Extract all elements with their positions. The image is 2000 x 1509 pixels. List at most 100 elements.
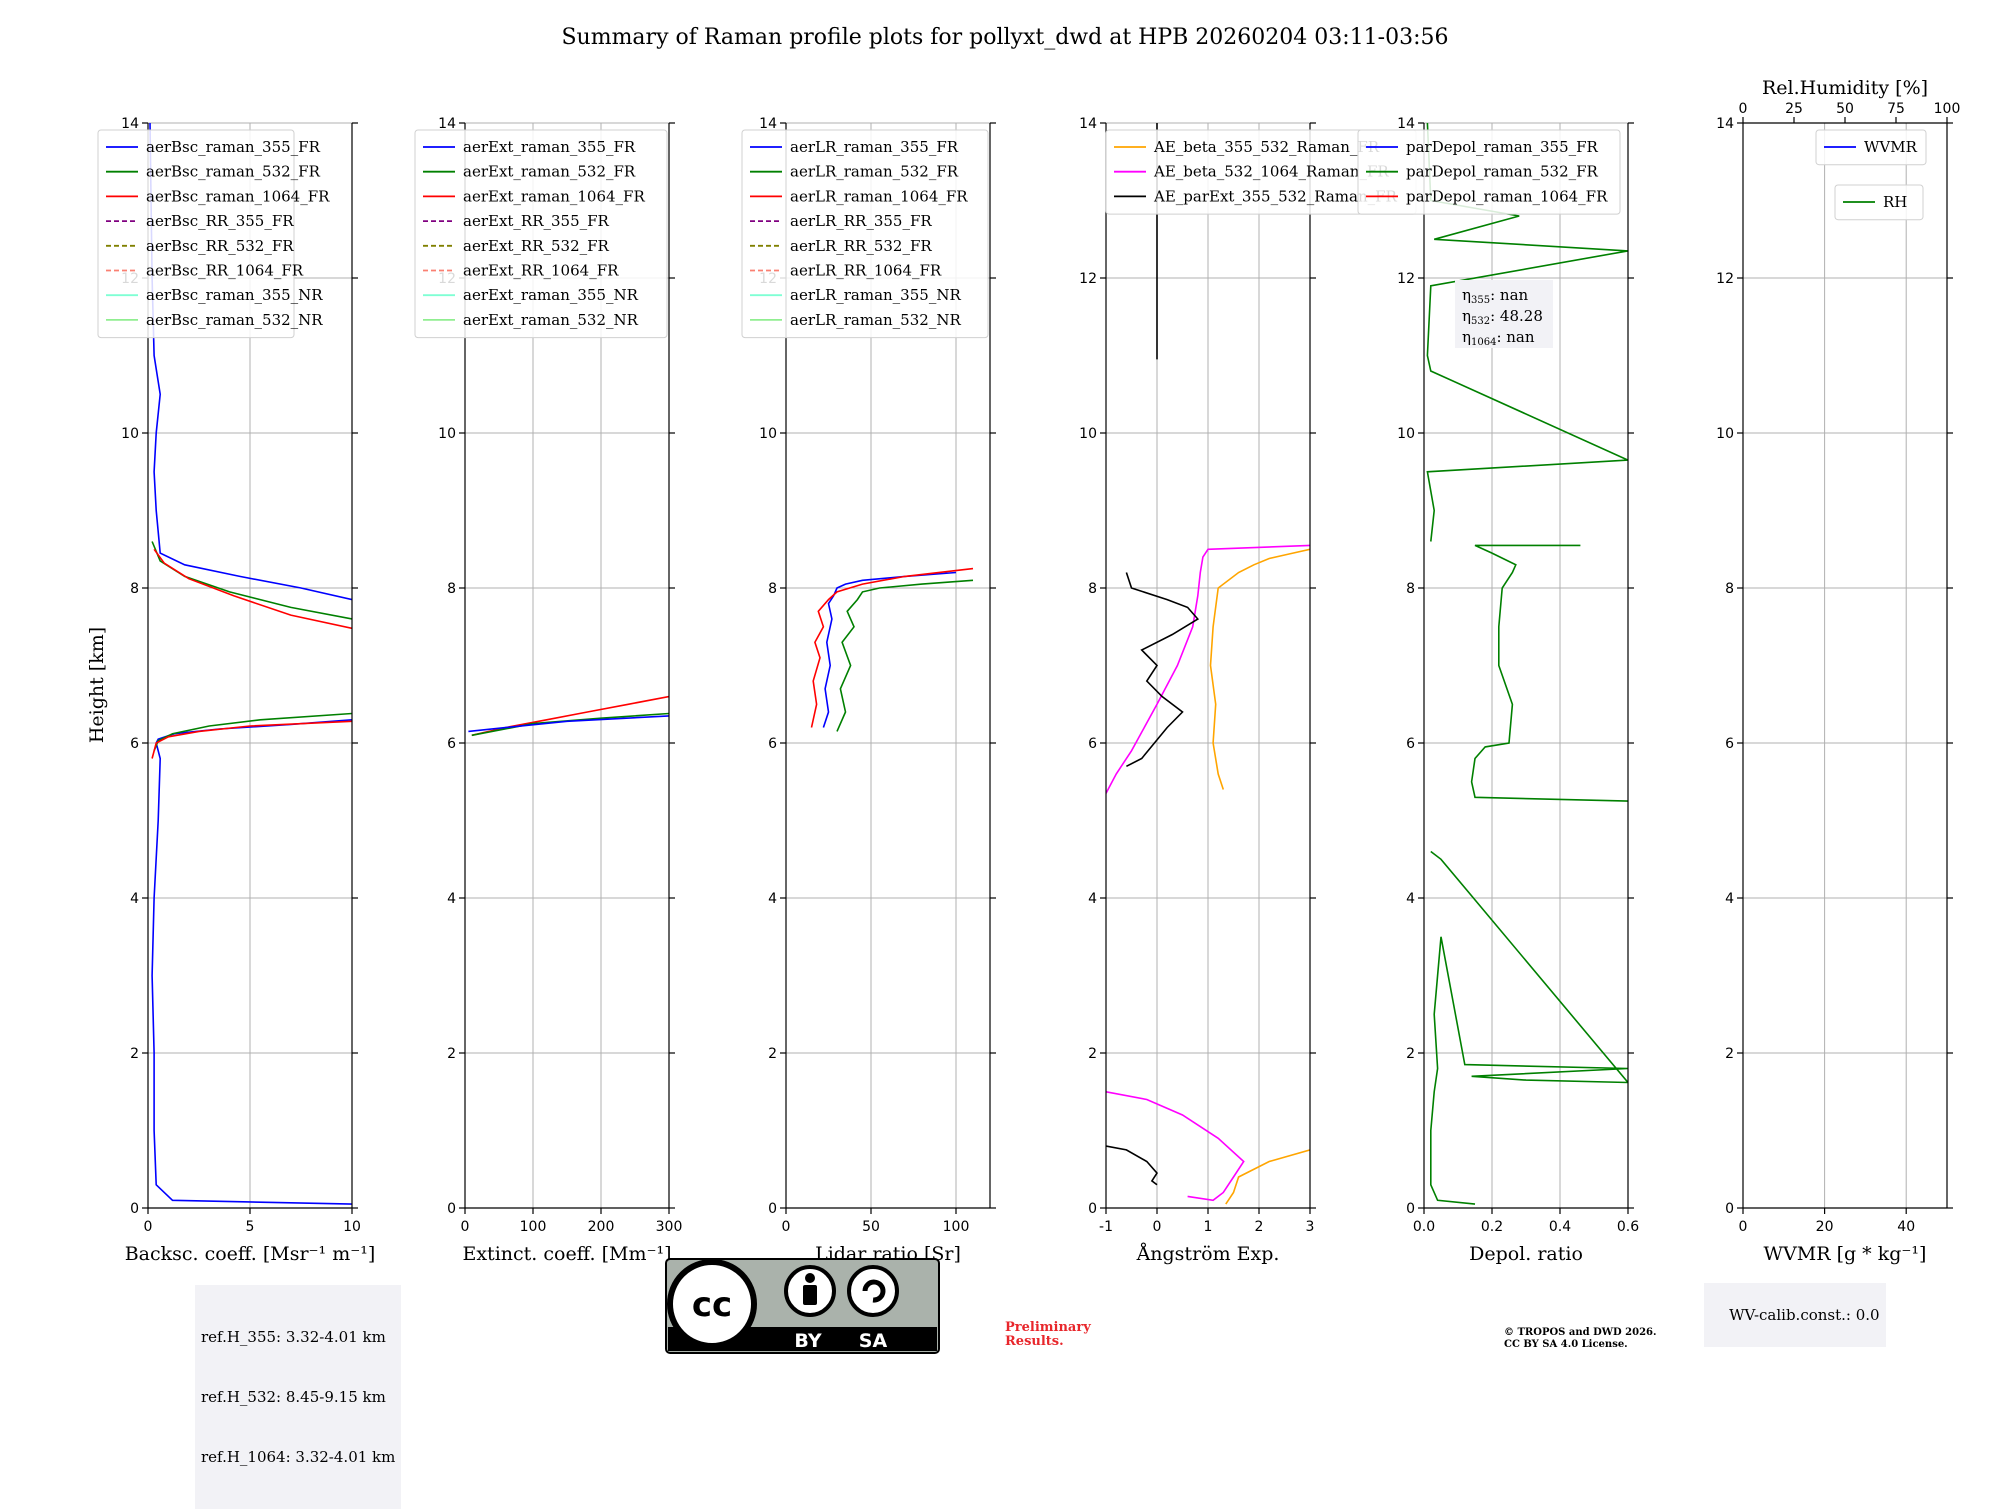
y-tick-label: 6 [1088,736,1097,752]
top-axis-label: Rel.Humidity [%] [1762,77,1928,99]
y-tick-label: 8 [1725,581,1734,597]
series-line-aerBsc_raman_532_FR_upper [151,541,352,620]
cc-logo-text: cc [692,1285,732,1325]
legend-entry: aerLR_RR_355_FR [790,212,932,230]
legend-entry: parDepol_raman_355_FR [1406,138,1599,156]
y-axis-label: Height [km] [86,627,108,743]
y-tick-label: 12 [1716,271,1734,287]
ref-h-532-text: ref.H_532: 8.45-9.15 km [201,1388,386,1406]
y-tick-label: 2 [1406,1046,1415,1062]
x-axis-label: Backsc. coeff. [Msr⁻¹ m⁻¹] [125,1243,376,1265]
x-tick-label: 20 [1816,1219,1834,1235]
x-axis-label: Ångström Exp. [1136,1243,1280,1265]
series-line-aerBsc_raman_1064_FR_upper [153,548,352,630]
panel-2: 024681012140100200300Extinct. coeff. [Mm… [414,116,682,1265]
y-tick-label: 14 [1716,116,1734,132]
y-tick-label: 8 [1406,581,1415,597]
legend-entry: aerExt_raman_355_NR [463,286,639,304]
y-tick-label: 0 [1088,1201,1097,1217]
series-group [468,695,669,737]
panel-3: 02468101214050100Lidar ratio [Sr]aerLR_r… [741,116,996,1265]
y-tick-label: 6 [768,736,777,752]
y-tick-label: 10 [759,426,777,442]
figure-title: Summary of Raman profile plots for polly… [561,25,1448,50]
y-tick-label: 4 [447,891,456,907]
y-tick-label: 8 [1088,581,1097,597]
y-tick-label: 10 [438,426,456,442]
legend-entry: aerExt_raman_355_FR [463,138,636,156]
y-tick-label: 6 [130,736,139,752]
y-tick-label: 14 [1079,116,1097,132]
y-tick-label: 10 [1716,426,1734,442]
legend-entry: aerBsc_raman_532_FR [146,163,321,181]
x-axis-label: Extinct. coeff. [Mm⁻¹] [462,1243,671,1265]
legend-entry: aerLR_raman_355_FR [790,138,959,156]
y-tick-label: 2 [447,1046,456,1062]
series-line-aerLR_raman_1064_FR [810,567,974,728]
top-x-tick-label: 100 [1934,101,1961,117]
y-tick-label: 0 [1725,1201,1734,1217]
legend-entry: aerExt_raman_1064_FR [463,187,645,205]
top-x-tick-label: 0 [1739,101,1748,117]
legend-entry: parDepol_raman_532_FR [1406,163,1599,181]
legend-box [1357,129,1621,215]
series-line-parDepol_raman_532_FR_mid [1470,544,1628,802]
y-tick-label: 14 [759,116,777,132]
series-line-AE_parExt_355_532_Raman_FR_low [1106,1145,1159,1186]
cc-sa-text: SA [859,1330,888,1352]
series-line-AE_beta_355_532_Raman_FR [1209,548,1310,790]
legend-entry: AE_beta_355_532_Raman_FR [1153,138,1380,156]
y-tick-label: 2 [1725,1046,1734,1062]
x-axis-label: Depol. ratio [1469,1243,1583,1265]
eta-line: η532: 48.28 [1462,307,1543,327]
series-line-parDepol_raman_532_FR [1430,850,1628,1205]
y-tick-label: 0 [130,1201,139,1217]
y-tick-label: 10 [121,426,139,442]
series-group [810,567,974,732]
top-x-tick-label: 50 [1836,101,1854,117]
legend-entry: aerBsc_raman_1064_FR [146,187,330,205]
x-tick-label: -1 [1099,1219,1113,1235]
legend: aerBsc_raman_355_FR aerBsc_raman_532_FRae… [97,129,330,339]
y-tick-label: 14 [121,116,139,132]
legend-entry: aerBsc_RR_355_FR [146,212,294,230]
x-tick-label: 40 [1897,1219,1915,1235]
series-group [149,123,352,1205]
y-tick-label: 6 [1406,736,1415,752]
series-line-aerBsc_raman_355_FR [151,719,352,1205]
preliminary-results-note: Preliminary Results. [1005,1320,1091,1349]
attribution-person-body [803,1285,817,1305]
share-alike-icon [847,1265,899,1317]
x-tick-label: 0 [1739,1219,1748,1235]
legend-entry: aerLR_RR_1064_FR [790,262,942,280]
series-line-AE_beta_532_1064_Raman_FR [1106,544,1310,794]
y-tick-label: 10 [1079,426,1097,442]
cc-circle-icon [667,1259,757,1349]
eta-line: η1064: nan [1462,328,1535,348]
y-tick-label: 4 [768,891,777,907]
legend-entry: aerExt_RR_1064_FR [463,262,619,280]
y-tick-label: 2 [1088,1046,1097,1062]
y-tick-label: 4 [1406,891,1415,907]
legend-entry: aerExt_raman_532_FR [463,163,636,181]
y-tick-label: 14 [1397,116,1415,132]
x-tick-label: 0 [782,1219,791,1235]
x-tick-label: 0 [144,1219,153,1235]
legend-entry: aerBsc_RR_532_FR [146,237,294,255]
y-tick-label: 14 [438,116,456,132]
series-line-aerLR_raman_532_FR [836,579,974,732]
legend-entry: aerExt_RR_355_FR [463,212,610,230]
legend: AE_beta_355_532_Raman_FR AE_beta_532_1064… [1105,129,1417,215]
legend-entry: WVMR [1864,138,1918,156]
y-tick-label: 0 [447,1201,456,1217]
copyright-note: © TROPOS and DWD 2026. CC BY SA 4.0 Lice… [1504,1327,1657,1350]
x-tick-label: 0.2 [1481,1219,1503,1235]
legend-entry: parDepol_raman_1064_FR [1406,187,1608,205]
x-tick-label: 100 [943,1219,970,1235]
legend-box [414,129,668,339]
legend-entry: aerExt_raman_532_NR [463,311,639,329]
y-tick-label: 8 [130,581,139,597]
cc-by-sa-license-logo: cc BY SA [665,1258,940,1354]
legend: parDepol_raman_355_FR parDepol_raman_532_… [1357,129,1621,215]
